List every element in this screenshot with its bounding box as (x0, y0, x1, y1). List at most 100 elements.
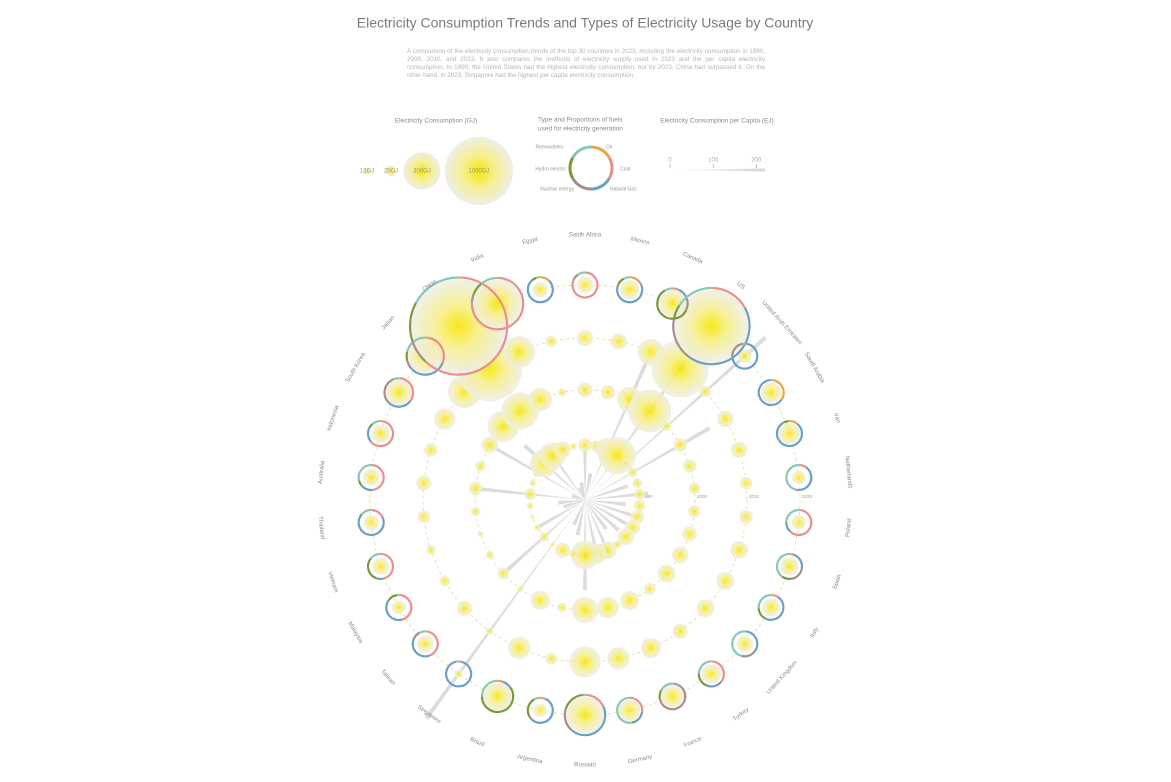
fuel-arc (635, 711, 644, 723)
fuel-arc (372, 464, 385, 492)
fuel-arc (771, 378, 785, 401)
consumption-glow (524, 488, 537, 501)
consumption-glow (620, 280, 640, 300)
country-label: Singapore (416, 704, 442, 725)
consumption-glow (532, 282, 548, 298)
consumption-glow (674, 289, 748, 363)
fuel-arc (713, 286, 746, 309)
consumption-glow (503, 335, 536, 369)
fuel-arc (731, 342, 759, 370)
consumption-glow (371, 424, 390, 443)
country-label: Spain (832, 574, 842, 590)
consumption-glow (424, 443, 438, 457)
fuel-arc (630, 696, 644, 713)
fuel-arc (563, 708, 573, 732)
year-ring-label: 2000 (697, 494, 708, 499)
consumption-glow (529, 479, 537, 487)
country-label: Brazil (469, 737, 485, 749)
fuel-legend-label: Hydro electric (535, 166, 566, 172)
fuel-arc (500, 680, 504, 683)
consumption-glow (545, 335, 558, 348)
consumption-glow (780, 557, 799, 576)
fuel-arc (410, 362, 444, 376)
fuel-arc (385, 598, 403, 622)
fuel-arc (743, 651, 755, 658)
country-label: India (470, 253, 485, 264)
fuel-legend-label: Natural Gas (610, 186, 637, 192)
consumption-glow (570, 442, 577, 450)
per-capita-legend-label: 0 (668, 158, 672, 164)
consumption-glow (507, 636, 531, 660)
fuel-arc (623, 276, 630, 280)
consumption-glow (566, 696, 604, 734)
consumption-glow (416, 635, 434, 653)
per-capita-spoke (585, 500, 608, 531)
fuel-arc (375, 577, 384, 581)
fuel-arc (528, 715, 533, 721)
country-label: South Africa (569, 233, 602, 239)
fuel-arc (775, 422, 804, 448)
fuel-arc (408, 302, 418, 342)
consumption-glow (576, 276, 594, 294)
fuel-arc (406, 336, 426, 352)
consumption-glow (474, 460, 486, 472)
fuel-arc (656, 289, 688, 320)
fuel-arc (526, 279, 554, 304)
fuel-arc (418, 630, 426, 634)
fuel-legend-label: Renewables (535, 144, 563, 150)
fuel-arc (757, 608, 766, 619)
country-label: Russian (574, 763, 596, 769)
fuel-arc (672, 305, 681, 320)
fuel-arc (781, 575, 790, 581)
consumption-glow (534, 524, 541, 531)
fuel-arc (577, 271, 586, 276)
consumption-glow (600, 385, 616, 400)
fuel-arc (424, 276, 509, 376)
consumption-glow (682, 459, 697, 473)
year-ring-label: 2010 (749, 494, 760, 499)
consumption-glow (554, 542, 571, 558)
country-label: Egypt (522, 237, 539, 246)
size-legend-circle (363, 167, 371, 175)
country-label: United Arab Emirates (760, 300, 802, 346)
fuel-arc (393, 377, 399, 381)
consumption-glow (716, 410, 734, 428)
consumption-glow (481, 436, 499, 454)
fuel-legend-swatch (568, 156, 575, 180)
fuel-arc (471, 293, 475, 300)
fuel-arc (428, 336, 445, 364)
consumption-glow (372, 558, 389, 575)
per-capita-spoke (585, 500, 629, 527)
fuel-arc (508, 684, 512, 688)
fuel-legend-swatch (590, 177, 611, 191)
consumption-glow (545, 652, 558, 665)
fuel-arc (757, 593, 772, 609)
per-capita-spoke (585, 500, 600, 558)
consumption-glow (557, 602, 567, 613)
fuel-legend-title: used for electricity generation (538, 126, 623, 133)
fuel-arc (388, 594, 398, 601)
fuel-arc (757, 378, 783, 407)
country-label: Indonesia (327, 404, 341, 431)
fuel-arc (571, 271, 599, 299)
consumption-glow (470, 506, 481, 517)
fuel-arc (426, 630, 439, 657)
consumption-glow (483, 682, 512, 711)
fuel-arc (387, 400, 412, 408)
fuel-arc (672, 318, 690, 358)
consumption-glow (688, 505, 701, 518)
size-legend-circle (403, 152, 441, 190)
fuel-arc (357, 515, 385, 537)
consumption-glow (628, 389, 672, 433)
per-capita-spoke (585, 491, 648, 500)
per-capita-spoke (424, 500, 585, 720)
fuel-legend-label: Nuclear energy (540, 186, 574, 192)
chart-title: Electricity Consumption Trends and Types… (357, 15, 814, 31)
per-capita-spoke (585, 484, 629, 500)
fuel-arc (629, 276, 638, 281)
consumption-glow (468, 481, 483, 496)
country-label: Taiwan (379, 669, 396, 687)
fuel-arc (616, 283, 620, 288)
fuel-arc (775, 552, 790, 578)
fuel-arc (502, 680, 510, 687)
